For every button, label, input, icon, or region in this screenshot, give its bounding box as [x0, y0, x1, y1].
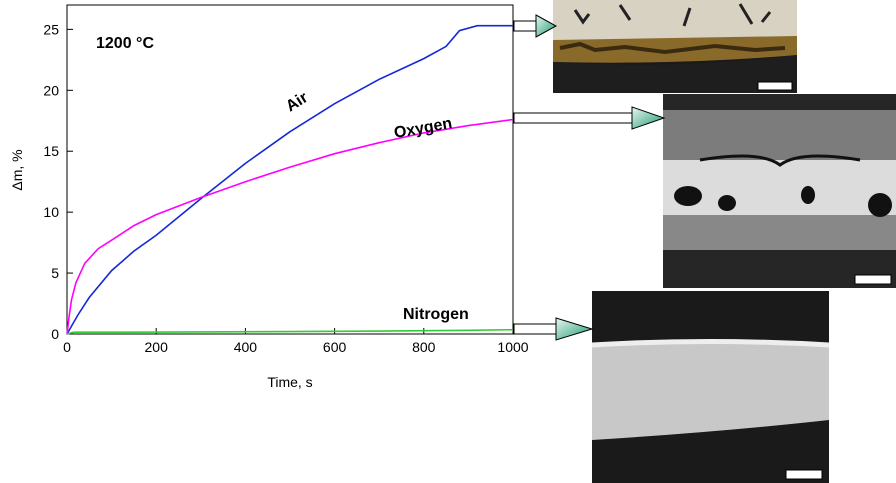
series-label: Oxygen: [393, 115, 454, 142]
plot-frame: [67, 5, 513, 334]
y-tick-label: 10: [43, 204, 59, 220]
x-tick-label: 200: [145, 339, 169, 355]
y-tick-label: 0: [51, 326, 59, 342]
series-label: Air: [283, 89, 311, 115]
x-tick-label: 400: [234, 339, 258, 355]
y-tick-label: 25: [43, 21, 59, 37]
y-tick-label: 5: [51, 265, 59, 281]
x-tick-label: 0: [63, 339, 71, 355]
micrograph-top: [553, 0, 797, 93]
micrograph-bottom: [592, 291, 829, 483]
x-tick-label: 1000: [497, 339, 528, 355]
y-tick-label: 20: [43, 82, 59, 98]
data-line: [67, 26, 513, 334]
y-axis-label: Δm, %: [9, 149, 25, 190]
data-line: [67, 120, 513, 335]
series-label: Nitrogen: [403, 306, 469, 323]
chart: 1200 °C Time, s Δm, % 0 5 10 15 20 25 0 200 400 6…: [0, 0, 896, 483]
x-tick-label: 600: [323, 339, 347, 355]
x-tick-label: 800: [412, 339, 436, 355]
micrograph-middle: [663, 94, 896, 288]
chart-title: 1200 °C: [96, 35, 154, 52]
y-tick-label: 15: [43, 143, 59, 159]
x-axis-label: Time, s: [267, 374, 312, 390]
data-line: [67, 330, 513, 334]
